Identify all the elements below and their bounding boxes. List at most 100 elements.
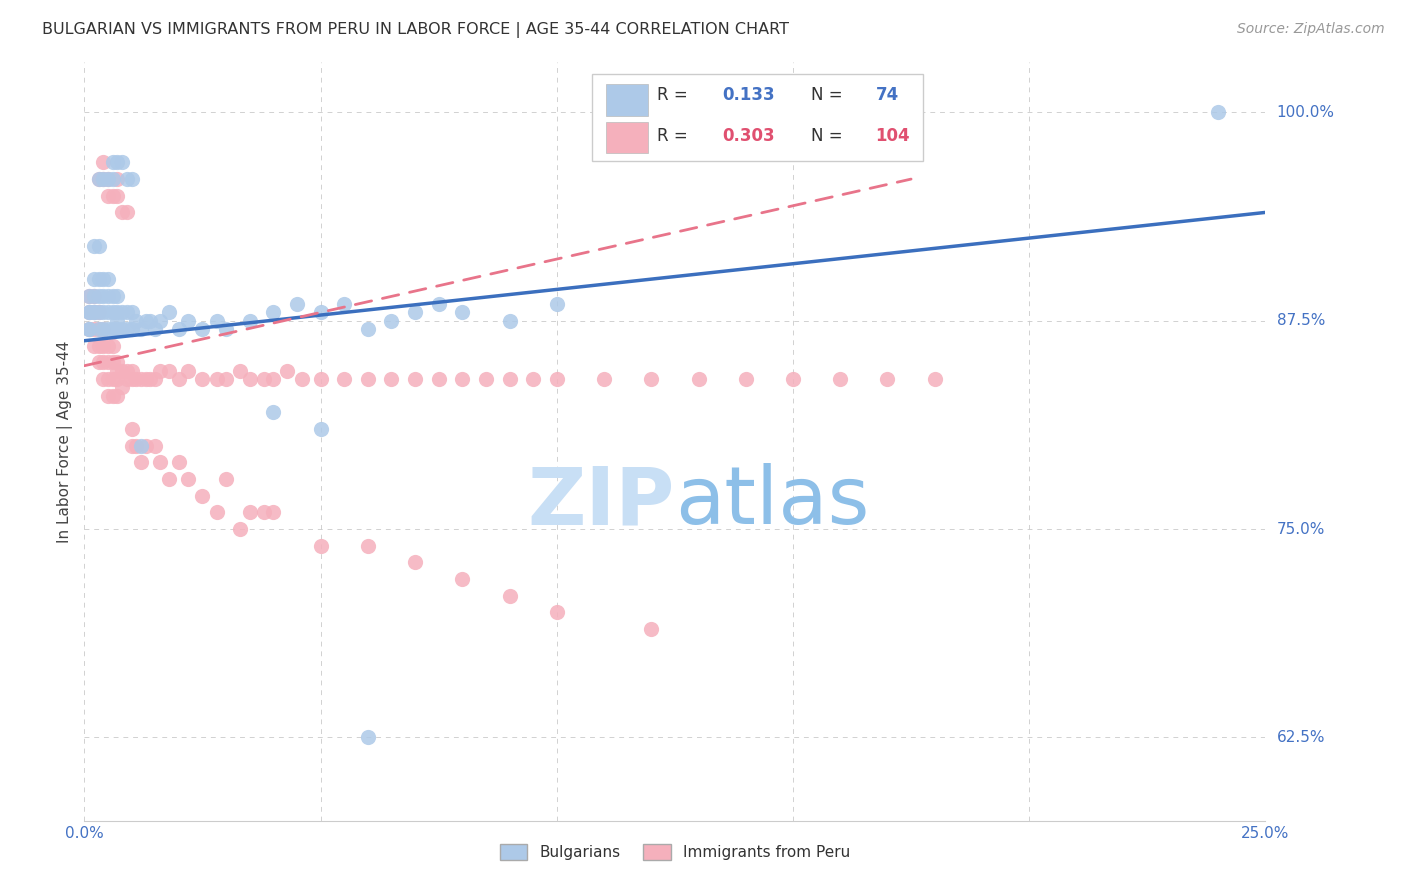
- Point: [640, 372, 662, 386]
- Point: [83, 289, 105, 303]
- Point: [239, 505, 262, 519]
- Point: [101, 289, 124, 303]
- Point: [107, 364, 129, 378]
- Text: N =: N =: [811, 86, 848, 104]
- Point: [101, 355, 124, 369]
- Point: [139, 372, 162, 386]
- Point: [87, 272, 110, 286]
- Point: [107, 355, 129, 369]
- Point: [262, 372, 284, 386]
- Point: [177, 472, 200, 486]
- Point: [111, 380, 134, 394]
- Point: [91, 172, 114, 186]
- Point: [498, 372, 520, 386]
- Point: [87, 172, 110, 186]
- Point: [546, 605, 568, 619]
- Point: [121, 305, 143, 319]
- Point: [143, 322, 166, 336]
- Point: [262, 505, 284, 519]
- Point: [87, 322, 110, 336]
- Point: [333, 297, 356, 311]
- Point: [87, 172, 110, 186]
- Point: [115, 364, 138, 378]
- Point: [121, 322, 143, 336]
- Point: [451, 305, 474, 319]
- Point: [129, 322, 152, 336]
- Point: [498, 589, 520, 603]
- Point: [135, 314, 157, 328]
- Point: [253, 505, 276, 519]
- Point: [83, 322, 105, 336]
- Point: [782, 372, 804, 386]
- Point: [229, 364, 252, 378]
- Text: atlas: atlas: [675, 463, 869, 541]
- Text: Source: ZipAtlas.com: Source: ZipAtlas.com: [1237, 22, 1385, 37]
- Point: [149, 364, 172, 378]
- Text: 0.303: 0.303: [723, 127, 775, 145]
- Point: [87, 322, 110, 336]
- Point: [215, 472, 238, 486]
- Point: [87, 305, 110, 319]
- Point: [357, 539, 380, 553]
- Point: [205, 314, 228, 328]
- Point: [593, 372, 616, 386]
- Text: R =: R =: [657, 86, 693, 104]
- Point: [451, 572, 474, 586]
- Point: [167, 455, 190, 469]
- Point: [191, 489, 214, 503]
- Point: [91, 322, 114, 336]
- Point: [91, 339, 114, 353]
- Text: 87.5%: 87.5%: [1277, 313, 1324, 328]
- Point: [97, 389, 120, 403]
- Point: [107, 305, 129, 319]
- Point: [309, 539, 332, 553]
- Point: [149, 455, 172, 469]
- Point: [77, 322, 100, 336]
- Point: [640, 622, 662, 636]
- Point: [87, 238, 110, 252]
- Point: [262, 305, 284, 319]
- Point: [125, 439, 148, 453]
- Point: [121, 364, 143, 378]
- Point: [498, 314, 520, 328]
- Point: [734, 372, 756, 386]
- Point: [924, 372, 946, 386]
- Point: [830, 372, 852, 386]
- Point: [451, 372, 474, 386]
- Point: [101, 339, 124, 353]
- Text: ZIP: ZIP: [527, 463, 675, 541]
- Point: [97, 355, 120, 369]
- Point: [253, 372, 276, 386]
- Point: [191, 322, 214, 336]
- Point: [522, 372, 544, 386]
- Point: [427, 297, 450, 311]
- Point: [121, 372, 143, 386]
- Point: [309, 422, 332, 436]
- Point: [167, 372, 190, 386]
- Text: 62.5%: 62.5%: [1277, 730, 1324, 745]
- Point: [546, 297, 568, 311]
- Point: [91, 172, 114, 186]
- Point: [177, 314, 200, 328]
- Point: [97, 188, 120, 202]
- Point: [111, 205, 134, 219]
- Point: [97, 172, 120, 186]
- Point: [77, 289, 100, 303]
- Point: [77, 305, 100, 319]
- Point: [97, 172, 120, 186]
- Point: [157, 472, 180, 486]
- Point: [107, 289, 129, 303]
- Point: [97, 272, 120, 286]
- Point: [125, 372, 148, 386]
- Point: [285, 297, 308, 311]
- Point: [239, 372, 262, 386]
- Text: R =: R =: [657, 127, 693, 145]
- Point: [107, 372, 129, 386]
- Point: [97, 322, 120, 336]
- Point: [83, 272, 105, 286]
- Point: [91, 355, 114, 369]
- Point: [121, 172, 143, 186]
- Point: [357, 322, 380, 336]
- Point: [139, 314, 162, 328]
- Point: [135, 439, 157, 453]
